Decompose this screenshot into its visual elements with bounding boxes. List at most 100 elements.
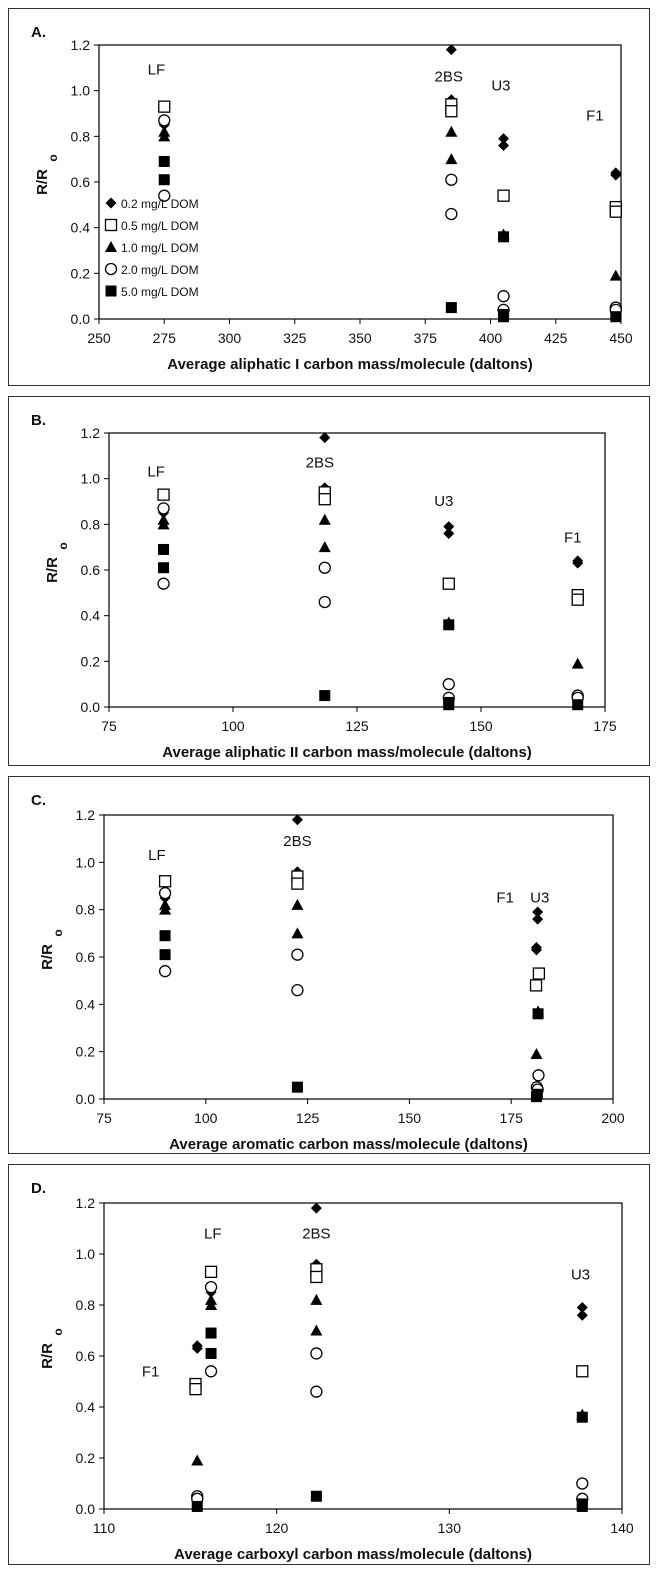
y-axis-title-subscript: o <box>51 929 65 936</box>
x-tick-label: 150 <box>398 1110 422 1126</box>
data-point <box>310 1293 323 1305</box>
series-5-0-mg-l-dom <box>191 1327 588 1512</box>
data-point <box>442 577 455 590</box>
data-point <box>158 155 170 167</box>
x-tick-label: 75 <box>96 1110 112 1126</box>
y-tick-label: 1.2 <box>76 807 96 823</box>
data-point <box>158 562 170 574</box>
x-tick-label: 175 <box>500 1110 524 1126</box>
data-point <box>191 1500 203 1512</box>
data-point <box>442 678 455 691</box>
y-tick-label: 0.4 <box>76 996 96 1012</box>
series-1-0-mg-l-dom <box>158 125 622 281</box>
y-axis-title-subscript: o <box>56 542 70 549</box>
sample-label: 2BS <box>283 833 311 850</box>
plot-area <box>98 44 622 320</box>
y-axis-title-subscript: o <box>51 1328 65 1335</box>
data-point <box>310 1347 323 1360</box>
data-point <box>310 1324 323 1336</box>
y-tick-label: 1.0 <box>76 854 96 870</box>
sample-label: LF <box>148 62 166 79</box>
x-tick-label: 100 <box>221 718 245 734</box>
x-tick-label: 400 <box>479 330 503 346</box>
series-0-2-mg-l-dom <box>158 432 584 569</box>
x-tick-label: 140 <box>610 1520 634 1536</box>
y-tick-label: 1.2 <box>76 1195 96 1211</box>
series-0-5-mg-l-dom <box>157 486 584 606</box>
data-point <box>291 948 304 961</box>
x-tick-label: 325 <box>283 330 307 346</box>
data-point <box>310 1202 322 1214</box>
data-point <box>498 133 510 145</box>
data-point <box>205 1347 217 1359</box>
series-0-5-mg-l-dom <box>158 98 622 218</box>
legend-entry: 0.2 mg/L DOM <box>121 197 199 211</box>
data-point <box>571 657 584 669</box>
sample-label: LF <box>204 1226 222 1243</box>
x-tick-label: 175 <box>593 718 617 734</box>
series-0-5-mg-l-dom <box>158 870 546 992</box>
data-point <box>532 1008 544 1020</box>
sample-label: U3 <box>530 890 549 907</box>
y-tick-label: 0.4 <box>71 220 91 236</box>
data-point <box>498 311 510 323</box>
y-tick-label: 0.2 <box>71 265 91 281</box>
sample-label: 2BS <box>435 69 463 86</box>
data-point <box>498 231 510 243</box>
panel-label: B. <box>31 412 46 429</box>
data-point <box>572 699 584 711</box>
series-2-0-mg-l-dom <box>158 886 545 1096</box>
sample-label: F1 <box>142 1363 160 1380</box>
y-tick-label: 0.8 <box>76 1297 96 1313</box>
data-point <box>443 527 455 539</box>
series-5-0-mg-l-dom <box>159 930 544 1103</box>
data-point <box>310 1270 323 1284</box>
data-point <box>318 513 331 525</box>
data-point <box>204 1365 218 1378</box>
data-point <box>576 1309 588 1321</box>
data-point <box>530 944 542 956</box>
series-0-2-mg-l-dom <box>159 814 544 956</box>
data-point <box>609 205 622 218</box>
sample-label: F1 <box>564 530 582 547</box>
series-1-0-mg-l-dom <box>157 513 584 669</box>
data-point <box>443 699 455 711</box>
chart-svg: D. 0.0 0.2 0.4 0.6 0.8 1.0 1.2 110 120 130 140 Avera… <box>31 1180 634 1563</box>
legend-entry: 2.0 mg/L DOM <box>121 263 199 277</box>
data-point <box>157 577 170 590</box>
x-axis-title: Average carboxyl carbon mass/molecule (d… <box>174 1546 532 1563</box>
data-point <box>576 1477 589 1490</box>
y-tick-label: 0.0 <box>71 311 91 327</box>
data-point <box>158 114 171 127</box>
data-point <box>576 1500 588 1512</box>
y-tick-label: 1.0 <box>81 471 101 487</box>
y-axis-title: R/R <box>44 557 61 583</box>
data-point <box>497 189 510 202</box>
data-point <box>158 174 170 186</box>
data-point <box>310 1385 323 1398</box>
data-point <box>530 1091 542 1103</box>
series-1-0-mg-l-dom <box>159 898 545 1060</box>
legend-marker <box>104 262 118 276</box>
x-tick-label: 75 <box>101 718 117 734</box>
data-point <box>291 983 304 997</box>
x-tick-label: 250 <box>87 330 111 346</box>
x-tick-label: 110 <box>93 1520 116 1536</box>
y-tick-label: 1.2 <box>81 425 101 441</box>
sample-label: LF <box>147 463 165 480</box>
data-point <box>159 930 171 942</box>
data-point <box>445 125 458 137</box>
data-point <box>445 105 458 118</box>
panel-label: D. <box>31 1180 46 1197</box>
x-tick-label: 125 <box>345 718 369 734</box>
y-axis-title: R/R <box>39 1343 56 1369</box>
data-point <box>445 44 457 56</box>
y-tick-label: 0.2 <box>81 653 101 669</box>
data-point <box>532 1069 545 1082</box>
legend-marker <box>105 285 117 297</box>
sample-label: F1 <box>586 107 604 124</box>
chart-panel-d: D. 0.0 0.2 0.4 0.6 0.8 1.0 1.2 110 120 130 140 Avera… <box>8 1164 650 1565</box>
series-1-0-mg-l-dom <box>191 1293 589 1466</box>
data-point <box>205 1327 217 1339</box>
series-5-0-mg-l-dom <box>158 543 584 711</box>
